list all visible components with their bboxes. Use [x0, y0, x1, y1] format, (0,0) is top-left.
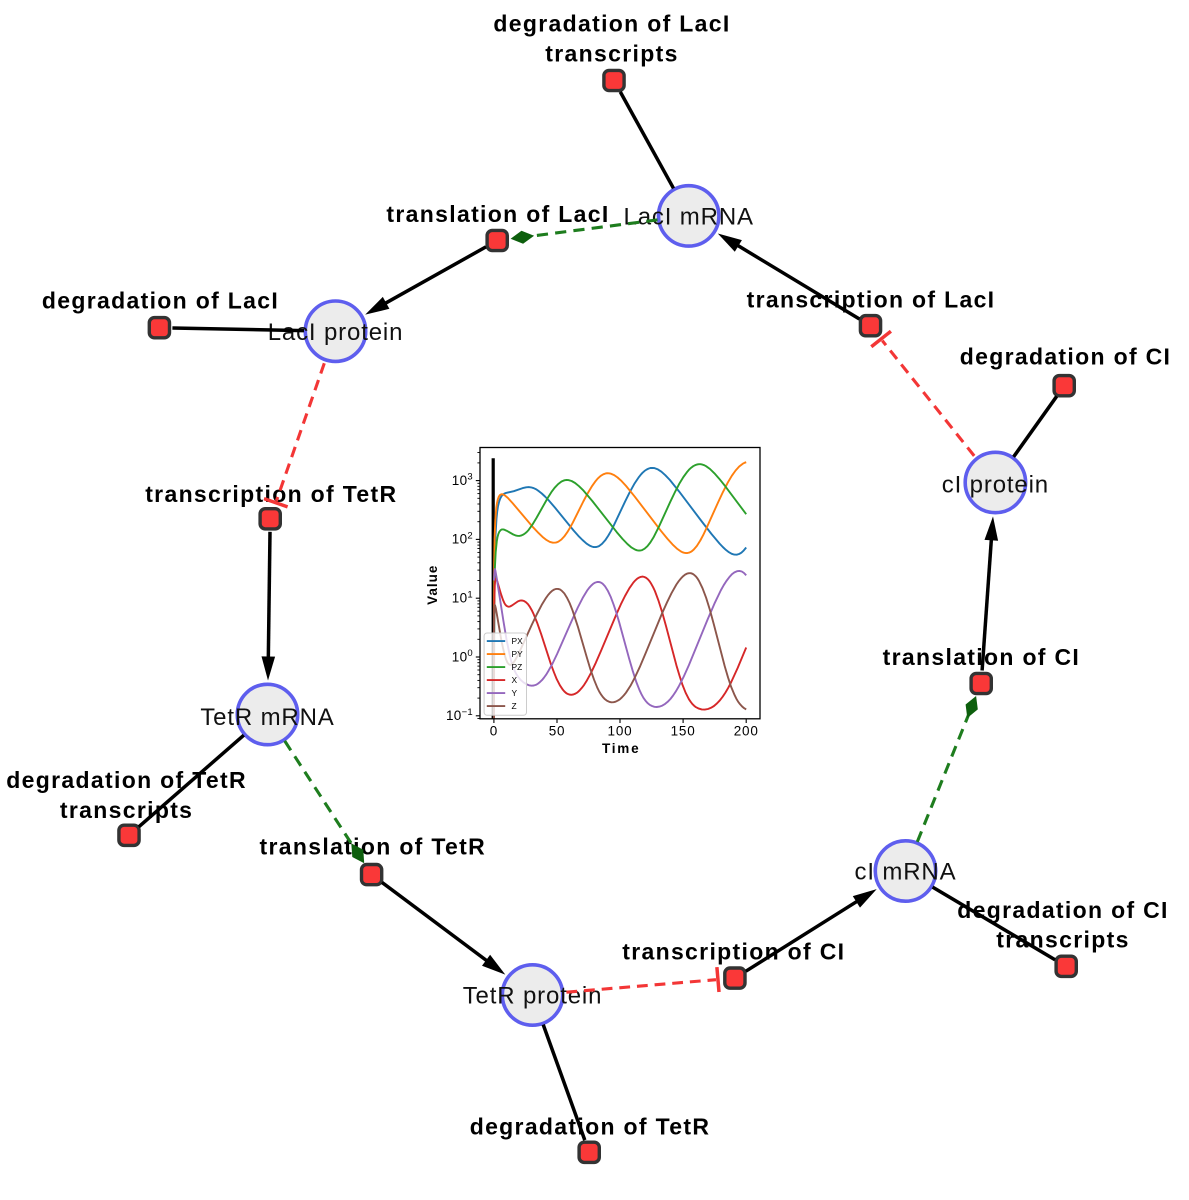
svg-text:translation of TetR: translation of TetR — [260, 833, 487, 859]
svg-text:Z: Z — [512, 701, 517, 711]
svg-text:transcription of LacI: transcription of LacI — [747, 287, 996, 313]
svg-text:degradation of TetR: degradation of TetR — [470, 1113, 711, 1139]
svg-text:Time: Time — [602, 741, 640, 756]
svg-text:Y: Y — [512, 688, 518, 698]
svg-text:PY: PY — [512, 649, 524, 659]
svg-text:0: 0 — [490, 723, 498, 738]
svg-text:LacI mRNA: LacI mRNA — [624, 203, 754, 230]
svg-text:transcription of TetR: transcription of TetR — [145, 481, 397, 507]
svg-text:cI protein: cI protein — [942, 472, 1049, 499]
svg-text:degradation of TetR: degradation of TetR — [6, 767, 247, 793]
svg-text:transcripts: transcripts — [60, 797, 193, 823]
svg-text:translation of LacI: translation of LacI — [386, 201, 609, 227]
svg-text:150: 150 — [671, 723, 696, 738]
svg-text:TetR protein: TetR protein — [463, 983, 603, 1010]
svg-text:100: 100 — [608, 723, 633, 738]
svg-text:transcription of CI: transcription of CI — [622, 938, 845, 964]
svg-text:PX: PX — [512, 636, 524, 646]
svg-text:degradation of LacI: degradation of LacI — [42, 287, 279, 313]
svg-text:Value: Value — [425, 565, 440, 605]
svg-text:X: X — [512, 675, 518, 685]
svg-text:transcripts: transcripts — [545, 41, 678, 67]
svg-text:PZ: PZ — [512, 662, 523, 672]
svg-text:200: 200 — [734, 723, 759, 738]
svg-text:transcripts: transcripts — [996, 927, 1129, 953]
svg-text:LacI protein: LacI protein — [268, 319, 404, 346]
svg-text:cI mRNA: cI mRNA — [855, 859, 957, 886]
svg-text:50: 50 — [549, 723, 566, 738]
svg-text:degradation of CI: degradation of CI — [960, 344, 1172, 370]
svg-text:TetR mRNA: TetR mRNA — [200, 704, 334, 731]
svg-text:degradation of CI: degradation of CI — [957, 897, 1169, 923]
svg-text:degradation of LacI: degradation of LacI — [493, 10, 730, 36]
